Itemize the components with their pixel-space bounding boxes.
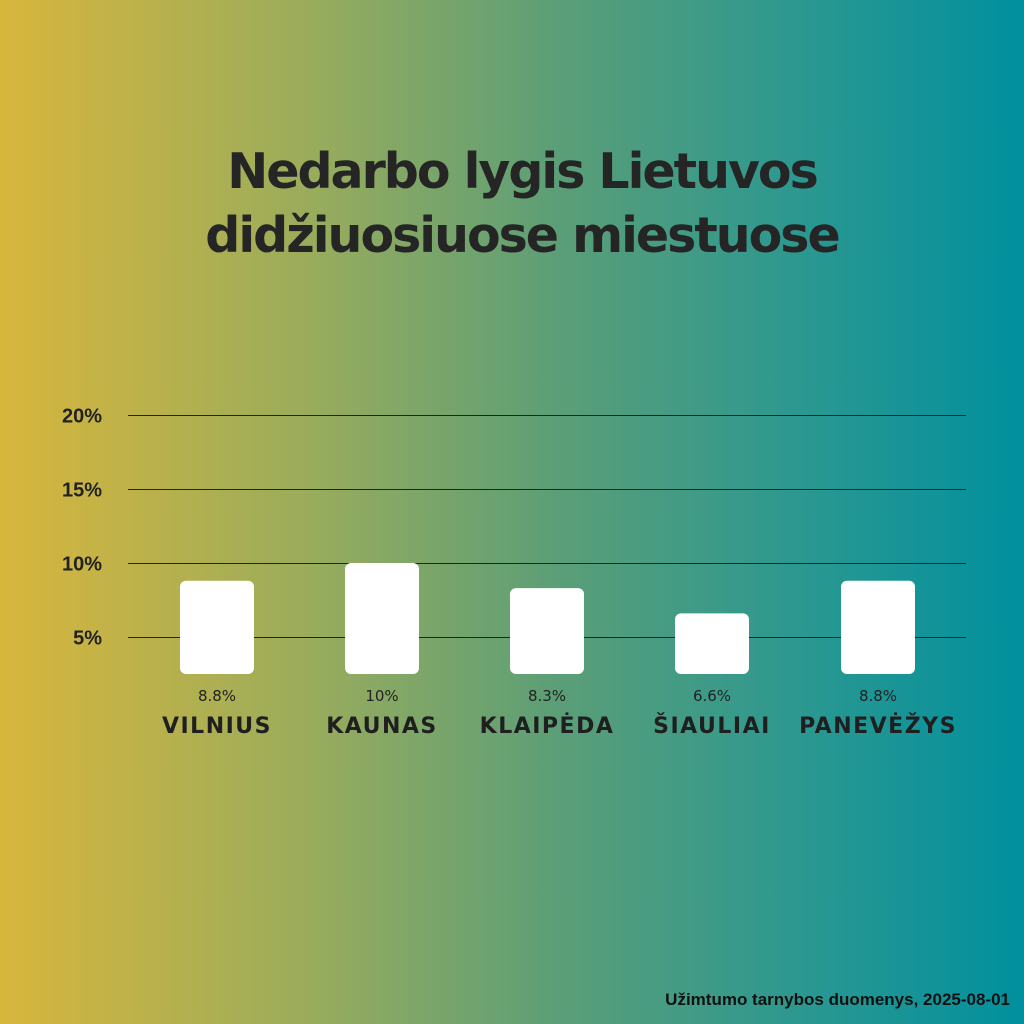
chart-title-line-2: didžiuosiuose miestuose [205,207,840,264]
data-label: 6.6% [693,687,731,705]
x-category-label: KLAIPĖDA [480,713,615,739]
chart-title-line-1: Nedarbo lygis Lietuvos [227,143,819,200]
x-category-label: PANEVĖŽYS [799,713,957,739]
source-note: Užimtumo tarnybos duomenys, 2025-08-01 [665,990,1010,1009]
bar-vilnius [180,580,254,674]
chart-title: Nedarbo lygis Lietuvos didžiuosiuose mie… [0,140,1024,268]
y-tick-label: 5% [73,628,102,650]
x-category-label: VILNIUS [162,714,272,739]
bar-kaunas [345,563,419,674]
y-tick-label: 10% [62,554,102,576]
y-tick-label: 15% [62,480,102,502]
bar-klaipėda [510,588,584,674]
x-category-label: KAUNAS [326,714,438,739]
data-label: 10% [365,687,398,705]
data-label: 8.3% [528,687,566,705]
data-label: 8.8% [859,687,897,705]
y-tick-label: 20% [62,406,102,428]
x-category-label: ŠIAULIAI [653,713,771,739]
data-label: 8.8% [198,687,236,705]
bar-panevėžys [841,580,915,674]
bar-šiauliai [675,613,749,674]
